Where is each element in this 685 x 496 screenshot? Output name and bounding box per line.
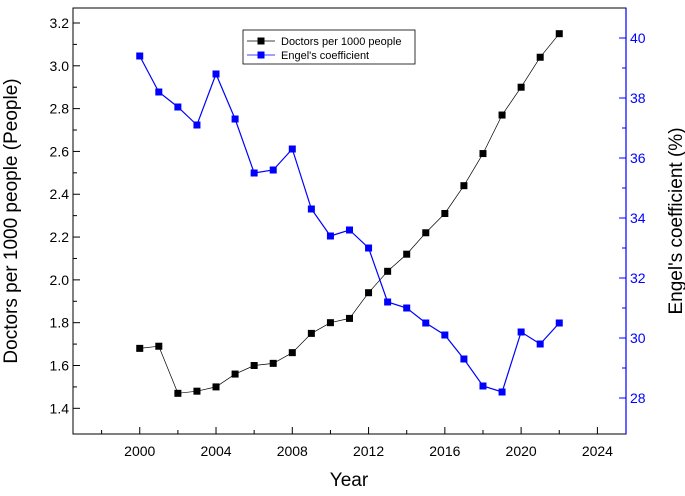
y-right-tick-label: 36 xyxy=(630,150,646,166)
doctors-data-point xyxy=(460,182,468,190)
engel-data-point xyxy=(212,70,220,78)
doctors-data-point xyxy=(346,314,353,322)
y-right-tick-label: 38 xyxy=(630,90,646,106)
doctors-data-point xyxy=(193,387,201,395)
y-left-tick-label: 1.8 xyxy=(50,315,70,331)
x-tick-label: 2024 xyxy=(582,443,613,459)
engel-data-point xyxy=(288,145,296,153)
engel-data-point xyxy=(498,388,506,396)
y-left-tick-label: 1.6 xyxy=(50,357,70,373)
x-tick-label: 2012 xyxy=(353,443,384,459)
doctors-data-point xyxy=(536,53,544,61)
doctors-data-point xyxy=(250,361,258,369)
engel-data-point xyxy=(460,355,468,363)
engel-series-line xyxy=(139,55,560,393)
legend-engel-marker xyxy=(257,51,265,59)
legend: Doctors per 1000 people Engel's coeffici… xyxy=(242,29,416,65)
engel-data-point xyxy=(269,166,277,174)
y-right-tick-label: 34 xyxy=(630,210,646,226)
y-right-tick-label: 28 xyxy=(630,390,646,406)
doctors-data-point xyxy=(307,329,315,337)
doctors-data-point xyxy=(155,342,163,350)
doctors-data-point xyxy=(212,383,220,391)
doctors-data-point xyxy=(231,370,239,378)
engel-data-point xyxy=(555,319,563,327)
engel-data-point xyxy=(422,319,430,327)
plot-frame xyxy=(72,7,627,435)
legend-box xyxy=(242,29,416,65)
y-axis-left: 1.4 1.6 1.8 2.0 2.2 2.4 2.6 2.8 3.0 3.2 xyxy=(50,15,80,416)
engel-data-point xyxy=(365,244,373,252)
y-right-tick-label: 30 xyxy=(630,330,646,346)
doctors-data-point xyxy=(288,349,296,357)
doctors-data-point xyxy=(384,267,392,275)
doctors-data-point xyxy=(136,344,144,352)
doctors-data-point xyxy=(326,319,334,327)
y-left-tick-label: 2.0 xyxy=(50,272,70,288)
x-axis-title: Year xyxy=(330,470,369,491)
y-left-tick-label: 2.4 xyxy=(50,186,70,202)
engel-data-point xyxy=(136,52,144,60)
engel-data-point xyxy=(441,331,449,339)
doctors-data-point xyxy=(555,30,563,38)
y-axis-left-title: Doctors per 1000 people (People) xyxy=(1,78,22,363)
legend-doctors-marker xyxy=(257,37,265,45)
series-layer xyxy=(136,30,563,397)
doctors-data-point xyxy=(479,150,487,158)
doctors-data-point xyxy=(365,289,373,297)
legend-doctors-label: Doctors per 1000 people xyxy=(281,36,401,48)
doctors-data-point xyxy=(403,250,411,258)
y-left-tick-label: 2.2 xyxy=(50,229,70,245)
doctors-series-line xyxy=(139,33,560,394)
engel-data-point xyxy=(193,121,201,129)
y-axis-right: 28 30 32 34 36 38 40 xyxy=(619,8,646,434)
doctors-data-point xyxy=(269,359,277,367)
engel-data-point xyxy=(403,304,411,312)
doctors-data-point xyxy=(174,389,182,397)
y-left-tick-label: 1.4 xyxy=(50,400,70,416)
engel-data-point xyxy=(346,226,353,234)
engel-data-point xyxy=(384,298,392,306)
engel-data-point xyxy=(517,328,525,336)
legend-engel-label: Engel's coefficient xyxy=(281,50,369,62)
y-right-tick-label: 32 xyxy=(630,270,646,286)
y-right-tick-label: 40 xyxy=(630,30,646,46)
engel-data-point xyxy=(174,103,182,111)
x-tick-label: 2016 xyxy=(429,443,460,459)
engel-data-point xyxy=(155,88,163,96)
doctors-data-point xyxy=(422,229,430,237)
x-tick-label: 2004 xyxy=(200,443,231,459)
engel-data-point xyxy=(479,382,487,390)
y-left-tick-label: 3.2 xyxy=(50,15,70,31)
x-tick-label: 2020 xyxy=(506,443,537,459)
y-axis-right-title: Engel's coefficient (%) xyxy=(666,127,685,314)
doctors-data-point xyxy=(498,111,506,119)
y-left-tick-label: 2.8 xyxy=(50,101,70,117)
engel-data-point xyxy=(326,232,334,240)
y-left-tick-label: 2.6 xyxy=(50,143,70,159)
x-tick-label: 2008 xyxy=(277,443,308,459)
engel-data-point xyxy=(231,115,239,123)
x-tick-label: 2000 xyxy=(124,443,155,459)
y-left-tick-label: 3.0 xyxy=(50,58,70,74)
engel-data-point xyxy=(536,340,544,348)
x-axis: 2000 2004 2008 2012 2016 2020 2024 xyxy=(101,427,613,459)
doctors-data-point xyxy=(517,83,525,91)
engel-data-point xyxy=(250,169,258,177)
engel-data-point xyxy=(307,205,315,213)
doctors-data-point xyxy=(441,210,449,218)
